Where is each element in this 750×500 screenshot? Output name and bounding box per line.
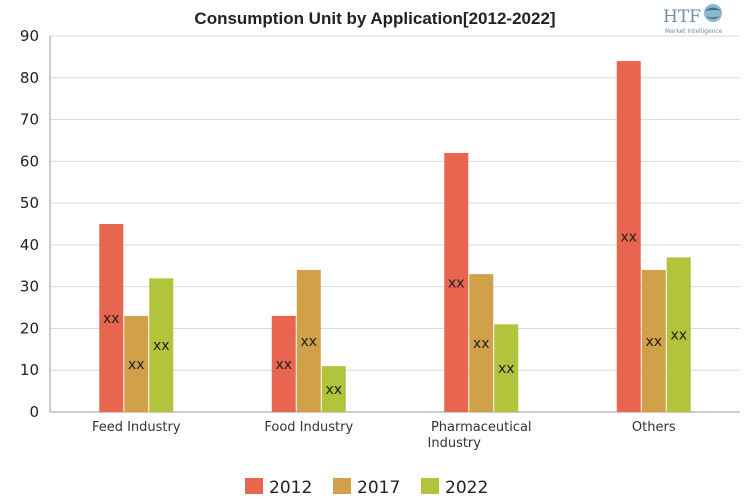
legend-label: 2017 xyxy=(357,478,400,498)
data-label: xx xyxy=(325,382,342,398)
bar-2012 xyxy=(444,152,469,412)
y-tick-label: 40 xyxy=(20,236,39,254)
legend-item-2017: 2017 xyxy=(333,478,400,498)
bar-2017 xyxy=(641,269,666,412)
legend: 2012 2017 2022 xyxy=(245,478,488,498)
data-label: xx xyxy=(275,357,292,373)
data-label: xx xyxy=(300,334,317,350)
y-tick-label: 30 xyxy=(20,278,39,296)
y-tick-label: 80 xyxy=(20,69,39,87)
bar-2017 xyxy=(469,274,494,412)
data-label: xx xyxy=(670,328,687,344)
bar-2022 xyxy=(149,278,174,412)
htf-logo: HTF Market Intelligence xyxy=(663,4,723,35)
data-label: xx xyxy=(103,311,120,327)
x-tick-label: Pharmaceutical Industry xyxy=(428,420,532,451)
bar-2017 xyxy=(124,315,149,412)
y-tick-label: 50 xyxy=(20,194,39,212)
y-tick-label: 90 xyxy=(20,27,39,45)
data-label: xx xyxy=(645,334,662,350)
y-tick-label: 10 xyxy=(20,361,39,379)
y-tick-label: 0 xyxy=(29,403,39,421)
chart-title: Consumption Unit by Application[2012-202… xyxy=(194,9,555,28)
bar-2022 xyxy=(494,324,519,412)
data-label: xx xyxy=(620,230,637,246)
data-label: xx xyxy=(498,361,515,377)
legend-label: 2012 xyxy=(269,478,312,498)
legend-item-2012: 2012 xyxy=(245,478,312,498)
legend-swatch xyxy=(333,478,351,494)
data-label: xx xyxy=(128,357,145,373)
bar-2012 xyxy=(99,224,124,412)
y-axis: 0 10 20 30 40 50 60 70 80 90 xyxy=(20,27,740,421)
logo-tagline: Market Intelligence xyxy=(665,28,723,35)
x-axis: Feed Industry Food Industry Pharmaceutical… xyxy=(92,420,676,451)
globe-icon xyxy=(704,4,722,22)
y-tick-label: 70 xyxy=(20,111,39,129)
y-tick-label: 20 xyxy=(20,319,39,337)
bar-2022 xyxy=(321,366,346,412)
bar-2012 xyxy=(271,315,296,412)
bars xyxy=(99,61,691,413)
legend-item-2022: 2022 xyxy=(421,478,488,498)
bar-2022 xyxy=(666,257,691,412)
x-tick-label: Food Industry xyxy=(264,420,353,435)
legend-label: 2022 xyxy=(445,478,488,498)
data-label: xx xyxy=(448,275,465,291)
data-label: xx xyxy=(153,338,170,354)
y-tick-label: 60 xyxy=(20,152,39,170)
x-tick-label: Others xyxy=(632,420,676,435)
bar-2012 xyxy=(616,61,641,413)
x-tick-label: Feed Industry xyxy=(92,420,181,435)
data-label: xx xyxy=(473,336,490,352)
legend-swatch xyxy=(421,478,439,494)
logo-brand: HTF xyxy=(663,7,701,27)
bar-2017 xyxy=(296,269,321,412)
legend-swatch xyxy=(245,478,263,494)
